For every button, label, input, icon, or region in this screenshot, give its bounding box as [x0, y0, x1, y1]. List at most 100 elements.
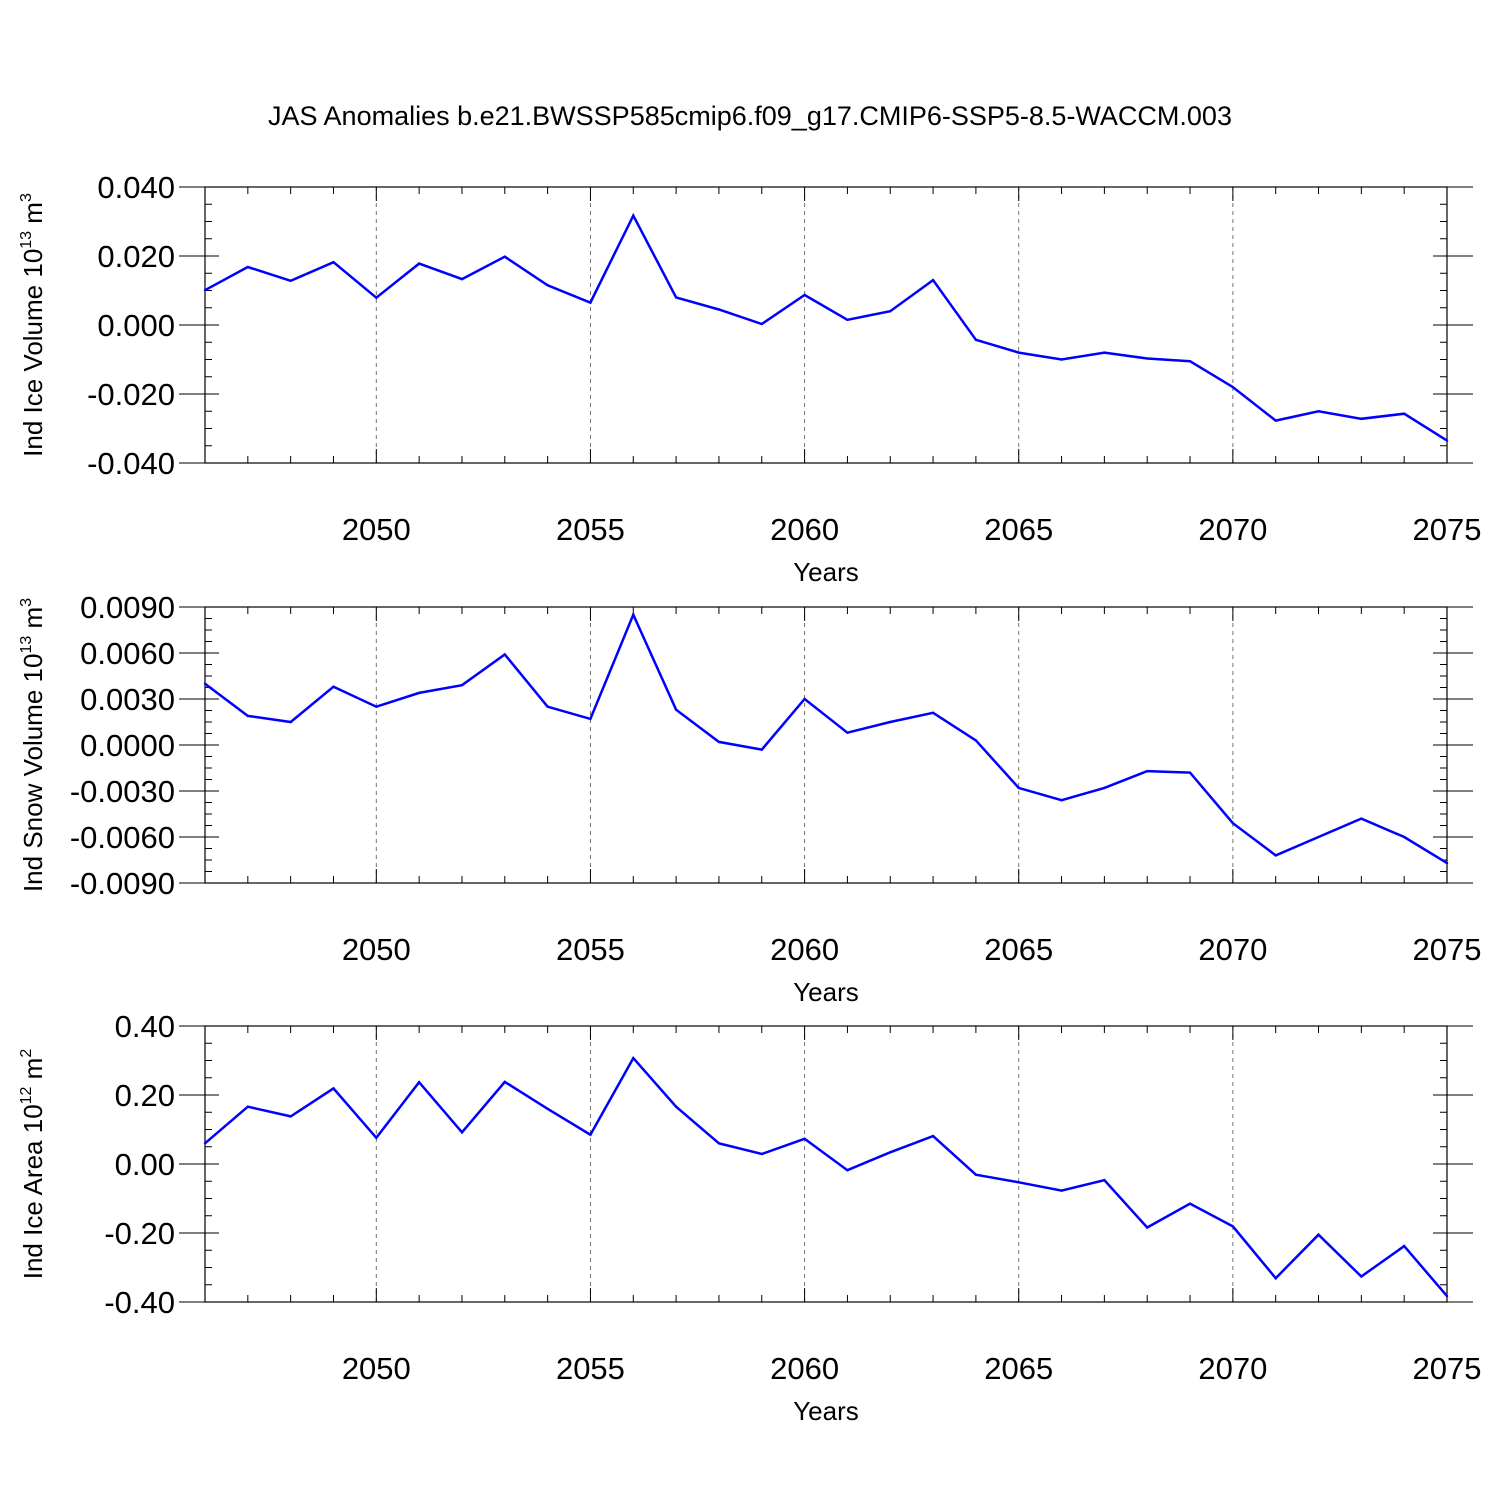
data-point — [289, 720, 292, 724]
data-point — [1146, 357, 1149, 360]
data-point — [375, 1136, 378, 1139]
data-point — [974, 1173, 978, 1176]
x-tick-label: 2055 — [556, 512, 625, 547]
series-line — [204, 611, 1448, 865]
data-point — [1402, 835, 1406, 839]
data-point — [289, 1115, 292, 1118]
data-point — [1317, 835, 1320, 839]
data-point — [1017, 351, 1020, 354]
data-point — [674, 296, 678, 299]
data-point — [803, 1137, 806, 1141]
data-point — [717, 308, 721, 311]
x-tick-label: 2070 — [1198, 932, 1267, 967]
panel-3: 0.40 0.20 0.00 -0.20 -0.40 2050 2055 2060 2065 20… — [18, 1009, 1481, 1426]
x-tick-label: 2060 — [770, 512, 839, 547]
data-point — [931, 278, 935, 282]
data-point — [203, 682, 207, 685]
data-point — [889, 1151, 892, 1154]
x-tick-label: 2050 — [342, 932, 411, 967]
x-tick-label: 2070 — [1198, 512, 1267, 547]
data-point — [674, 1105, 678, 1108]
data-point — [1445, 1294, 1449, 1298]
data-point — [1445, 439, 1449, 442]
y-tick-label: -0.020 — [87, 377, 175, 412]
data-point — [1402, 412, 1406, 415]
x-tick-label: 2055 — [556, 1351, 625, 1386]
data-point — [246, 265, 250, 269]
y-axis-label: Ind Ice Area 1012 m2 — [18, 1049, 48, 1280]
data-point — [1360, 1275, 1363, 1278]
data-point — [803, 293, 806, 297]
data-point — [717, 1142, 721, 1145]
data-point — [1188, 1202, 1192, 1205]
data-point — [460, 684, 464, 687]
y-tick-label: 0.040 — [97, 170, 175, 205]
data-point — [1274, 419, 1277, 422]
y-tick-label: -0.040 — [87, 446, 175, 481]
data-point — [1103, 1179, 1106, 1182]
y-tick-label: -0.0090 — [70, 866, 175, 901]
x-tick-label: 2070 — [1198, 1351, 1267, 1386]
y-tick-label: 0.000 — [97, 308, 175, 343]
data-point — [546, 1107, 549, 1111]
series-line — [204, 1055, 1448, 1297]
data-point — [1274, 854, 1277, 857]
data-point — [503, 653, 506, 656]
data-point — [632, 214, 635, 217]
data-point — [1060, 1189, 1063, 1192]
plot-frame — [204, 606, 1448, 884]
data-point — [289, 279, 292, 283]
y-tick-label: 0.00 — [115, 1147, 175, 1182]
data-point — [1188, 360, 1192, 363]
x-tick-label: 2050 — [342, 512, 411, 547]
x-tick-label: 2065 — [984, 1351, 1053, 1386]
y-axis-label: Ind Snow Volume 1013 m3 — [18, 598, 48, 892]
data-point — [375, 296, 378, 299]
data-point — [1445, 861, 1449, 865]
y-tick-label: 0.020 — [97, 239, 175, 274]
x-tick-label: 2060 — [770, 932, 839, 967]
data-point — [460, 1131, 464, 1134]
data-point — [589, 1133, 592, 1136]
plot-frame — [204, 1025, 1448, 1303]
panel-1: 0.040 0.020 0.000 -0.020 -0.040 2050 2055 2060 2… — [18, 170, 1481, 587]
data-point — [546, 705, 549, 708]
data-point — [1146, 769, 1149, 773]
y-tick-label: 0.20 — [115, 1078, 175, 1113]
data-point — [332, 685, 335, 688]
data-point — [417, 691, 421, 695]
y-axis-label: Ind Ice Volume 1013 m3 — [18, 193, 48, 457]
data-point — [1231, 1225, 1235, 1228]
data-point — [203, 1142, 207, 1145]
x-tick-label: 2065 — [984, 512, 1053, 547]
data-point — [1360, 817, 1363, 820]
data-point — [931, 1134, 935, 1138]
x-tick-label: 2065 — [984, 932, 1053, 967]
x-tick-label: 2075 — [1413, 512, 1482, 547]
data-point — [632, 1056, 635, 1060]
y-tick-label: 0.0030 — [80, 682, 175, 717]
data-point — [1103, 786, 1106, 790]
data-point — [332, 261, 335, 264]
data-point — [1146, 1226, 1149, 1229]
x-tick-label: 2075 — [1413, 1351, 1482, 1386]
data-point — [1060, 358, 1063, 361]
series-line — [204, 212, 1448, 442]
x-axis-label: Years — [793, 557, 859, 587]
data-point — [417, 262, 421, 265]
data-point — [589, 301, 592, 304]
data-point — [974, 739, 978, 742]
x-tick-label: 2060 — [770, 1351, 839, 1386]
y-tick-label: 0.0000 — [80, 728, 175, 763]
plot-frame — [204, 186, 1448, 464]
data-point — [803, 697, 806, 701]
panel-2: 0.0090 0.0060 0.0030 0.0000 -0.0030 -0.0060 -0… — [18, 590, 1481, 1007]
data-point — [846, 1169, 849, 1172]
data-point — [931, 711, 935, 714]
data-point — [332, 1087, 335, 1090]
chart-title: JAS Anomalies b.e21.BWSSP585cmip6.f09_g1… — [268, 101, 1232, 131]
data-point — [846, 731, 849, 734]
x-tick-label: 2055 — [556, 932, 625, 967]
y-tick-label: -0.40 — [104, 1285, 175, 1320]
data-point — [460, 277, 464, 281]
